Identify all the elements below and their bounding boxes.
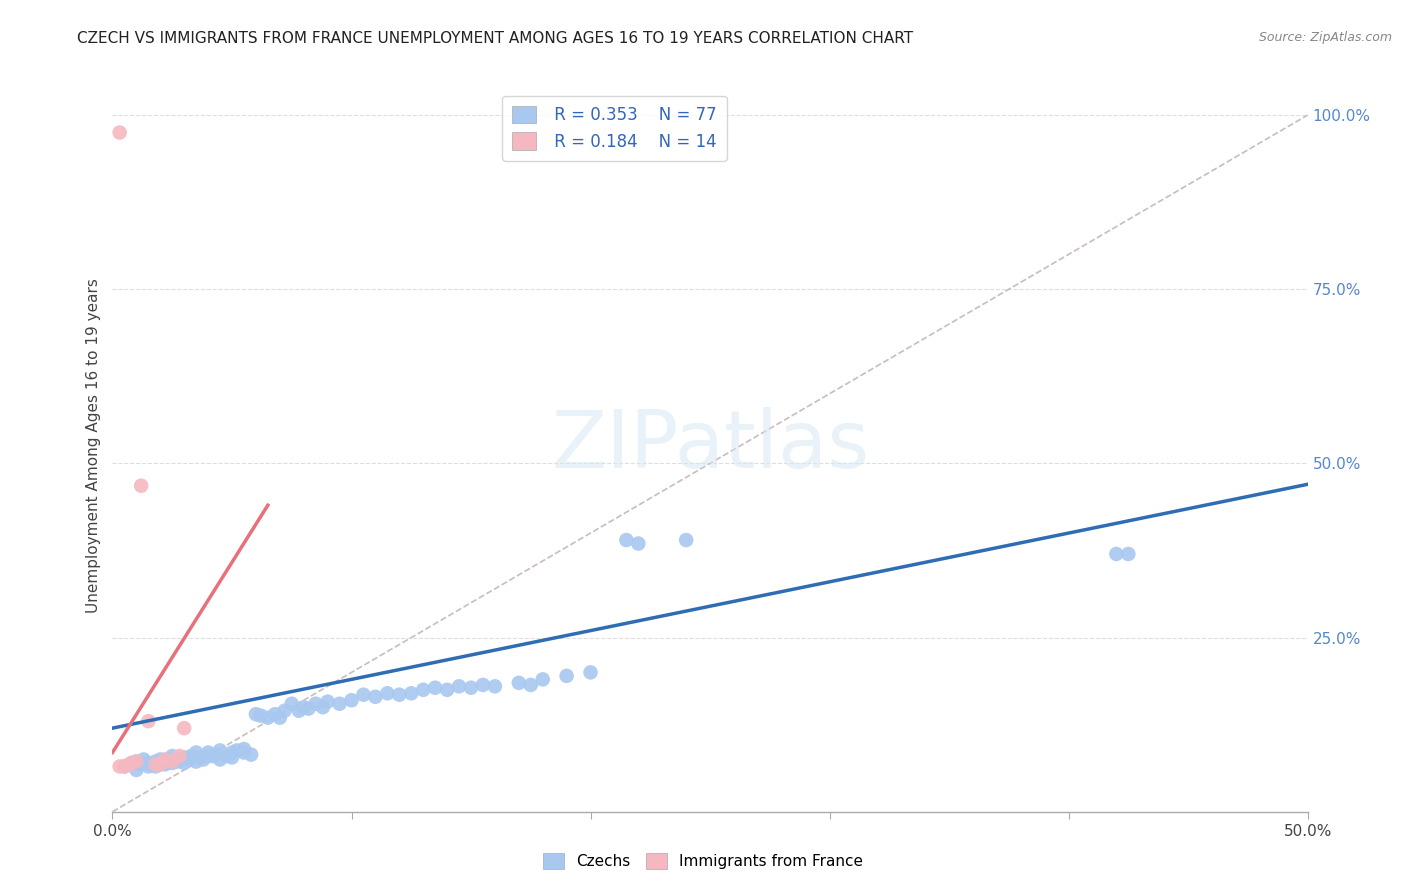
Point — [245, 707, 267, 722]
Point — [138, 759, 160, 773]
Point — [162, 755, 183, 769]
Point — [190, 750, 212, 764]
Point — [132, 752, 155, 766]
Point — [340, 693, 363, 707]
Point — [180, 749, 202, 764]
Point — [675, 533, 697, 547]
Point — [153, 752, 176, 766]
Point — [145, 757, 167, 772]
Point — [447, 679, 470, 693]
Point — [520, 678, 543, 692]
Point — [377, 686, 399, 700]
Point — [616, 533, 638, 547]
Point — [125, 763, 148, 777]
Point — [579, 665, 602, 680]
Point — [297, 701, 319, 715]
Point — [401, 686, 423, 700]
Point — [221, 750, 243, 764]
Point — [472, 678, 495, 692]
Point — [162, 749, 183, 764]
Legend:  R = 0.353    N = 77,  R = 0.184    N = 14: R = 0.353 N = 77, R = 0.184 N = 14 — [502, 96, 727, 161]
Text: Source: ZipAtlas.com: Source: ZipAtlas.com — [1258, 31, 1392, 45]
Point — [352, 688, 374, 702]
Point — [329, 697, 352, 711]
Point — [162, 756, 183, 770]
Point — [460, 681, 482, 695]
Point — [177, 752, 200, 766]
Y-axis label: Unemployment Among Ages 16 to 19 years: Unemployment Among Ages 16 to 19 years — [86, 278, 101, 614]
Point — [364, 690, 387, 704]
Point — [209, 743, 232, 757]
Point — [436, 682, 458, 697]
Point — [412, 682, 434, 697]
Point — [225, 743, 247, 757]
Point — [264, 707, 287, 722]
Point — [173, 756, 195, 770]
Point — [204, 747, 226, 762]
Point — [186, 755, 208, 769]
Point — [108, 759, 131, 773]
Point — [125, 755, 148, 769]
Point — [388, 688, 411, 702]
Point — [125, 755, 148, 769]
Point — [288, 704, 311, 718]
Point — [145, 755, 167, 769]
Point — [312, 700, 335, 714]
Point — [209, 752, 232, 766]
Point — [197, 746, 219, 760]
Point — [484, 679, 506, 693]
Point — [173, 721, 195, 735]
Point — [292, 700, 315, 714]
Point — [305, 697, 328, 711]
Point — [121, 756, 143, 770]
Point — [627, 536, 650, 550]
Point — [273, 704, 295, 718]
Point — [169, 749, 191, 764]
Point — [114, 759, 135, 773]
Point — [269, 711, 291, 725]
Point — [108, 126, 131, 140]
Point — [149, 757, 172, 772]
Text: CZECH VS IMMIGRANTS FROM FRANCE UNEMPLOYMENT AMONG AGES 16 TO 19 YEARS CORRELATI: CZECH VS IMMIGRANTS FROM FRANCE UNEMPLOY… — [77, 31, 914, 46]
Point — [129, 757, 152, 772]
Text: ZIPatlas: ZIPatlas — [551, 407, 869, 485]
Point — [240, 747, 263, 762]
Point — [508, 676, 530, 690]
Point — [153, 757, 176, 772]
Point — [197, 749, 219, 764]
Point — [425, 681, 447, 695]
Point — [233, 746, 256, 760]
Point — [221, 746, 243, 760]
Point — [129, 479, 152, 493]
Point — [121, 756, 143, 770]
Point — [173, 750, 195, 764]
Point — [281, 697, 304, 711]
Point — [316, 695, 339, 709]
Point — [1118, 547, 1140, 561]
Point — [201, 749, 224, 764]
Point — [249, 708, 271, 723]
Point — [114, 759, 135, 773]
Point — [118, 757, 141, 772]
Point — [156, 752, 179, 766]
Point — [555, 669, 578, 683]
Point — [149, 757, 172, 772]
Point — [193, 752, 215, 766]
Point — [138, 756, 160, 770]
Point — [186, 746, 208, 760]
Point — [149, 752, 172, 766]
Point — [138, 714, 160, 728]
Point — [153, 756, 176, 770]
Point — [531, 673, 554, 687]
Point — [1105, 547, 1128, 561]
Legend: Czechs, Immigrants from France: Czechs, Immigrants from France — [537, 847, 869, 875]
Point — [257, 711, 280, 725]
Point — [217, 749, 239, 764]
Point — [233, 742, 256, 756]
Point — [145, 759, 167, 773]
Point — [166, 755, 188, 769]
Point — [169, 752, 191, 766]
